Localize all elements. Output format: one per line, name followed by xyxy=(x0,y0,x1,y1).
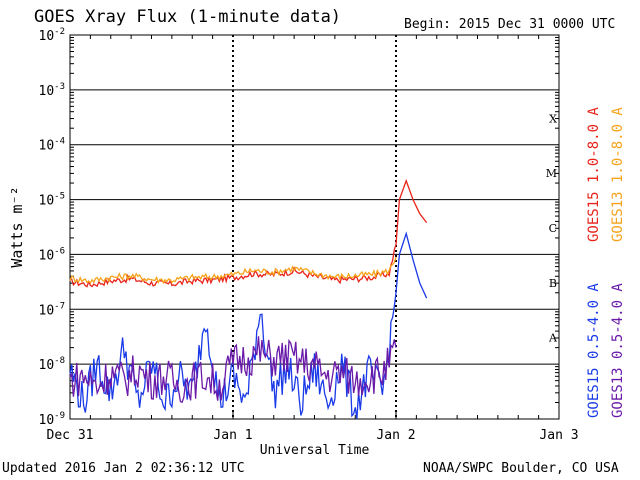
y-tick-label: 10-6 xyxy=(39,246,66,263)
flare-class-label: M xyxy=(546,167,557,180)
begin-time: Begin: 2015 Dec 31 0000 UTC xyxy=(404,17,616,32)
series-line xyxy=(69,256,397,285)
y-tick-label: 10-3 xyxy=(39,82,66,99)
y-tick-label: 10-8 xyxy=(39,356,66,373)
flare-class-label: A xyxy=(548,332,558,345)
x-tick-label: Dec 31 xyxy=(47,428,94,443)
updated-timestamp: Updated 2016 Jan 2 02:36:12 UTC xyxy=(2,461,245,476)
series-line xyxy=(69,336,397,404)
chart-title: GOES Xray Flux (1-minute data) xyxy=(34,7,342,27)
credit-label: NOAA/SWPC Boulder, CO USA xyxy=(423,461,619,476)
y-tick-label: 10-9 xyxy=(39,411,66,428)
legend-entry: GOES15 1.0-8.0 A xyxy=(586,107,602,242)
flare-class-label: X xyxy=(549,112,557,125)
y-tick-label: 10-7 xyxy=(39,301,66,318)
y-tick-label: 10-2 xyxy=(39,27,66,44)
y-axis-label: Watts m⁻² xyxy=(8,186,26,267)
y-tick-label: 10-4 xyxy=(39,137,66,154)
y-tick-label: 10-5 xyxy=(39,192,66,209)
legend-entry: GOES13 0.5-4.0 A xyxy=(610,283,626,418)
legend-entry: GOES13 1.0-8.0 A xyxy=(610,107,626,242)
x-tick-label: Jan 1 xyxy=(213,428,252,443)
x-tick-label: Jan 3 xyxy=(539,428,578,443)
legend-entry: GOES15 0.5-4.0 A xyxy=(586,283,602,418)
flare-class-label: B xyxy=(549,277,557,290)
x-tick-label: Jan 2 xyxy=(376,428,415,443)
series-line xyxy=(69,178,428,288)
x-axis-label: Universal Time xyxy=(260,443,370,458)
series-line xyxy=(69,231,428,420)
flare-class-label: C xyxy=(549,222,557,235)
